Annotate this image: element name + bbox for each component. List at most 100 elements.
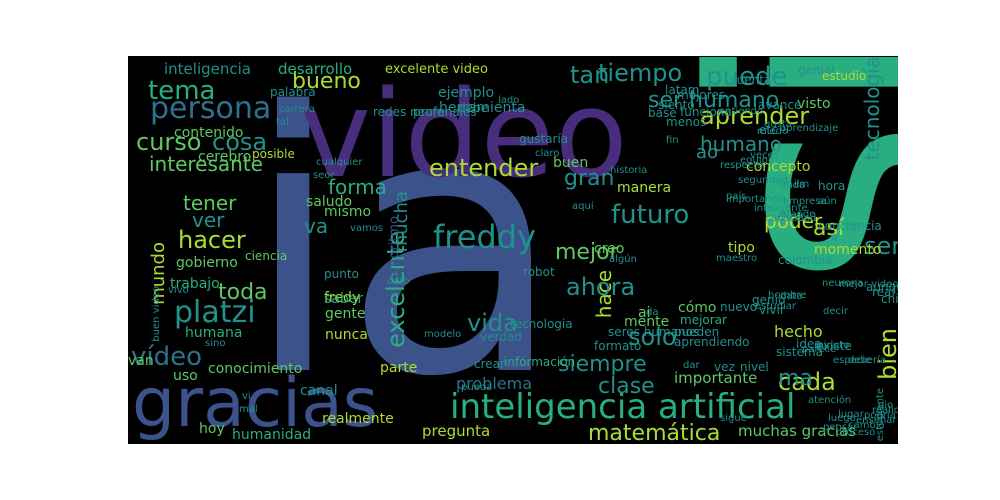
word: ia xyxy=(243,56,564,444)
word: historia xyxy=(610,165,648,176)
word: ser xyxy=(864,232,898,260)
word: seguridad xyxy=(738,175,788,186)
word: fin xyxy=(666,135,679,146)
word: podría xyxy=(864,410,896,421)
word: buen video xyxy=(151,286,162,342)
word: punto xyxy=(324,267,359,281)
word: ejemplo xyxy=(438,85,495,101)
word: crear xyxy=(474,357,505,371)
word: profe xyxy=(413,105,445,119)
word: entiendo xyxy=(719,106,764,117)
word: dato xyxy=(387,276,410,287)
word: bien xyxy=(874,328,898,380)
word: matemática xyxy=(588,421,721,445)
word: grande xyxy=(780,209,816,220)
word: ma xyxy=(778,366,813,391)
word: tan xyxy=(570,61,610,89)
word: va xyxy=(304,214,329,238)
word: miedo xyxy=(757,126,789,137)
word: tiempo xyxy=(598,59,683,87)
word: palabra xyxy=(270,85,316,99)
word: herramienta xyxy=(439,100,526,116)
word: vídeo xyxy=(131,342,203,372)
word: seres humanos xyxy=(608,325,700,339)
word: hora xyxy=(818,179,846,193)
word: avance xyxy=(758,98,802,112)
word: ai xyxy=(638,305,651,321)
word: así xyxy=(813,216,845,241)
word: aún xyxy=(818,196,837,207)
word: robot xyxy=(523,265,555,279)
word: estudiar xyxy=(755,301,796,312)
word: respecto xyxy=(720,160,764,171)
word: siento xyxy=(658,98,695,112)
word: seor xyxy=(313,170,335,181)
word: futuro xyxy=(611,200,690,230)
word: equipo xyxy=(740,155,775,166)
word: gobierno xyxy=(176,255,238,271)
word: uso xyxy=(173,368,198,384)
word: redes neuronales xyxy=(373,105,477,119)
word: persona xyxy=(150,91,272,126)
word: aprendizaje xyxy=(780,123,839,134)
word: visto xyxy=(797,96,831,112)
word: pensar xyxy=(823,422,858,433)
word: genial xyxy=(798,63,835,77)
word: realidad xyxy=(872,405,898,416)
word: decir xyxy=(823,306,848,317)
word: gusta xyxy=(764,119,792,130)
word: mejores xyxy=(677,88,726,102)
word: mente xyxy=(624,314,670,330)
word: vivo xyxy=(168,285,189,296)
word: toda xyxy=(218,280,268,305)
word: algoritmo xyxy=(387,216,402,279)
word: q xyxy=(831,232,838,243)
word: verdad xyxy=(480,330,522,344)
word: aquí xyxy=(572,201,594,212)
word: van xyxy=(128,353,154,369)
word: país xyxy=(726,191,747,202)
word: especie xyxy=(833,355,872,366)
word: funciona xyxy=(680,105,732,119)
word: maestro xyxy=(716,253,758,264)
word: debe xyxy=(458,101,488,115)
word: debería xyxy=(848,355,887,366)
word: genio xyxy=(752,293,786,307)
word: atención xyxy=(808,395,852,406)
word: hombre xyxy=(768,290,807,301)
word: ao xyxy=(696,142,719,163)
word: tecnologia xyxy=(510,317,573,331)
word: ver xyxy=(192,208,225,232)
word: neurona xyxy=(822,278,864,289)
word: saber xyxy=(324,291,364,307)
word: inteligencia artificial xyxy=(450,387,796,427)
word: base xyxy=(648,106,677,120)
word: cualquier xyxy=(316,157,363,168)
word: colombia xyxy=(778,253,833,267)
word: pueda xyxy=(461,382,493,393)
word: trabajo xyxy=(170,276,220,292)
word: veces xyxy=(750,150,779,161)
word: nunca xyxy=(325,327,368,343)
word: etc xyxy=(759,123,778,137)
word: curso xyxy=(136,128,202,156)
word: ahora xyxy=(566,273,636,301)
word: clase xyxy=(598,374,655,399)
word: inteligente xyxy=(754,203,808,214)
word: claro xyxy=(535,148,560,159)
word: dio xyxy=(878,400,894,411)
word: buen xyxy=(553,155,589,171)
word: aprender xyxy=(700,102,810,130)
word: empresa xyxy=(783,196,827,207)
word-cloud: ia si video gracias inteligencia artific… xyxy=(128,56,898,444)
word: manera xyxy=(617,180,672,196)
word: hecho xyxy=(774,322,823,341)
word: carrera xyxy=(279,104,315,115)
word: vi xyxy=(242,391,251,402)
word: gustaría xyxy=(519,132,569,146)
word: cómo xyxy=(678,300,717,316)
word: canal xyxy=(300,383,338,399)
word: siempre xyxy=(558,352,647,377)
word: idea xyxy=(796,337,822,351)
word: sigue xyxy=(720,413,747,424)
